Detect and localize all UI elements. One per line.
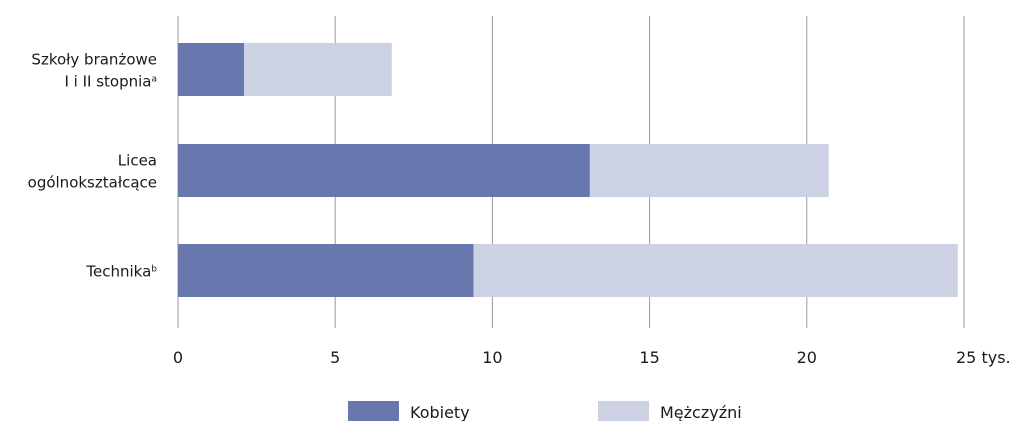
footnote-marker: b	[151, 265, 157, 275]
legend: Kobiety Mężczyźni	[348, 401, 742, 421]
x-tick-label-3: 15	[639, 348, 659, 367]
category-label-0-line-1: I i II stopniaa	[64, 73, 157, 91]
legend-label-kobiety: Kobiety	[410, 403, 470, 421]
category-labels: Szkoły branżowe I i II stopniaa Licea ogóln…	[28, 51, 158, 281]
category-label-1-line-0: Licea	[118, 152, 157, 170]
x-tick-label-5: 25 tys.	[956, 348, 1011, 367]
legend-swatch-kobiety	[348, 401, 399, 421]
bar-mezczyzni-2	[473, 244, 958, 297]
bar-kobiety-2	[178, 244, 474, 297]
x-axis-ticks: 0 5 10 15 20 25 tys.	[173, 348, 1011, 367]
x-tick-label-4: 20	[797, 348, 817, 367]
bar-kobiety-1	[178, 144, 590, 197]
bars	[178, 43, 958, 297]
x-tick-label-2: 10	[482, 348, 502, 367]
x-tick-label-0: 0	[173, 348, 183, 367]
category-label-2-line-0: Technikab	[85, 263, 157, 281]
bar-mezczyzni-1	[589, 144, 829, 197]
x-tick-label-1: 5	[330, 348, 340, 367]
legend-label-mezczyzni: Mężczyźni	[660, 403, 742, 421]
bar-kobiety-0	[178, 43, 245, 96]
category-label-1-line-1: ogólnokształcące	[28, 174, 157, 192]
legend-swatch-mezczyzni	[598, 401, 649, 421]
category-label-0-line-0: Szkoły branżowe	[31, 51, 157, 69]
bar-mezczyzni-0	[244, 43, 392, 96]
footnote-marker: a	[151, 75, 157, 85]
